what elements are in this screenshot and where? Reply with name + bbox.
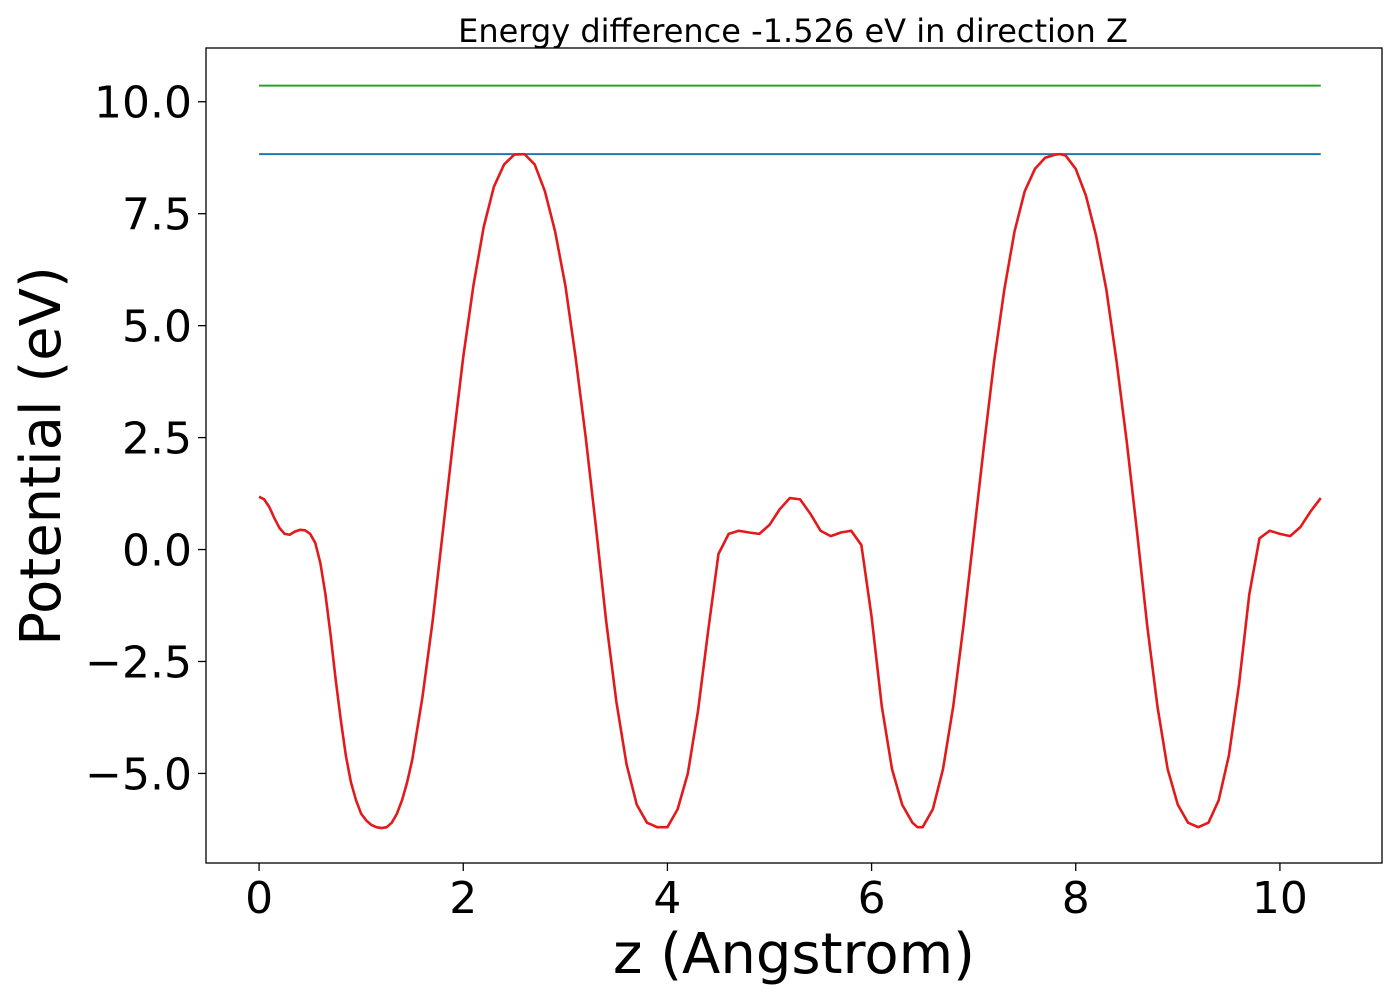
x-tick-label: 10	[1252, 873, 1308, 924]
y-tick-label: 5.0	[122, 302, 192, 353]
y-tick-label: 2.5	[122, 414, 192, 465]
y-tick-label: 7.5	[122, 190, 192, 241]
x-tick-label: 6	[858, 873, 886, 924]
series-layer	[258, 84, 1322, 830]
x-tick-label: 0	[245, 873, 273, 924]
y-tick-label: 0.0	[122, 526, 192, 577]
y-tick-label: −5.0	[85, 749, 192, 800]
axes-frame	[205, 47, 1383, 864]
x-tick-label: 8	[1062, 873, 1090, 924]
x-axis-label: z (Angstrom)	[613, 922, 975, 987]
y-axis: −5.0 −2.5 0.0 2.5 5.0 7.5 10.0	[85, 78, 206, 800]
y-tick-label: −2.5	[85, 637, 192, 688]
chart-title: Energy difference -1.526 eV in direction…	[458, 12, 1128, 50]
y-axis-label: Potential (eV)	[9, 266, 74, 646]
x-tick-label: 4	[653, 873, 681, 924]
plot-area	[205, 47, 1383, 864]
series-line-3	[258, 152, 1322, 830]
x-tick-label: 2	[449, 873, 477, 924]
x-axis: 0 2 4 6 8 10	[245, 863, 1308, 924]
y-tick-label: 10.0	[94, 78, 192, 129]
